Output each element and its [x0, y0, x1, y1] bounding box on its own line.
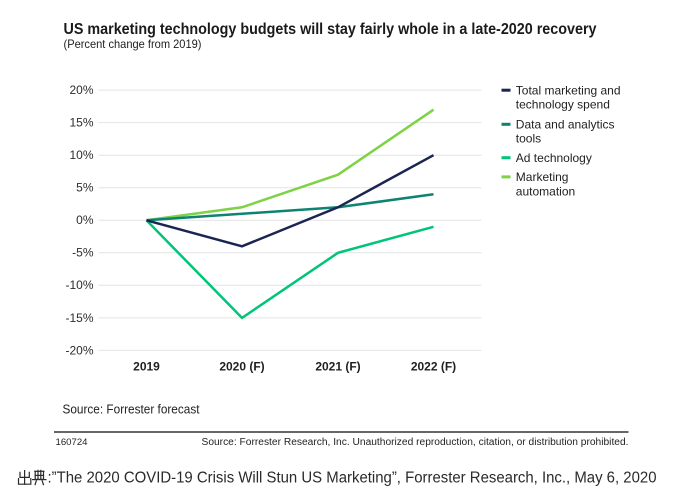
- svg-text:technology spend: technology spend: [516, 98, 610, 112]
- svg-text:15%: 15%: [69, 116, 93, 130]
- svg-text:-10%: -10%: [65, 278, 93, 292]
- svg-text:20%: 20%: [69, 83, 93, 97]
- svg-text:tools: tools: [516, 132, 541, 146]
- svg-text:US marketing technology budget: US marketing technology budgets will sta…: [64, 21, 597, 38]
- svg-text:automation: automation: [516, 184, 575, 198]
- svg-text:5%: 5%: [76, 181, 94, 195]
- svg-text:-5%: -5%: [72, 246, 94, 260]
- svg-text:2021 (F): 2021 (F): [315, 359, 360, 373]
- svg-text:(Percent change from 2019): (Percent change from 2019): [64, 37, 202, 51]
- svg-text:160724: 160724: [56, 437, 89, 448]
- svg-text:Marketing: Marketing: [516, 170, 569, 184]
- svg-text:0%: 0%: [76, 213, 94, 227]
- svg-text:Source: Forrester forecast: Source: Forrester forecast: [63, 402, 200, 417]
- svg-text:Total marketing and: Total marketing and: [516, 84, 621, 98]
- svg-text:Source: Forrester Research, In: Source: Forrester Research, Inc. Unautho…: [202, 437, 629, 448]
- svg-text:10%: 10%: [69, 148, 93, 162]
- svg-text:2020 (F): 2020 (F): [219, 359, 264, 373]
- svg-text::”The 2020 COVID-19 Crisis Wil: :”The 2020 COVID-19 Crisis Will Stun US …: [48, 469, 657, 486]
- svg-text:2019: 2019: [133, 359, 160, 373]
- svg-text:2022 (F): 2022 (F): [411, 359, 456, 373]
- svg-text:-20%: -20%: [65, 343, 93, 357]
- svg-text:-15%: -15%: [65, 311, 93, 325]
- svg-text:Data and analytics: Data and analytics: [516, 118, 615, 132]
- svg-text:Ad technology: Ad technology: [516, 151, 592, 165]
